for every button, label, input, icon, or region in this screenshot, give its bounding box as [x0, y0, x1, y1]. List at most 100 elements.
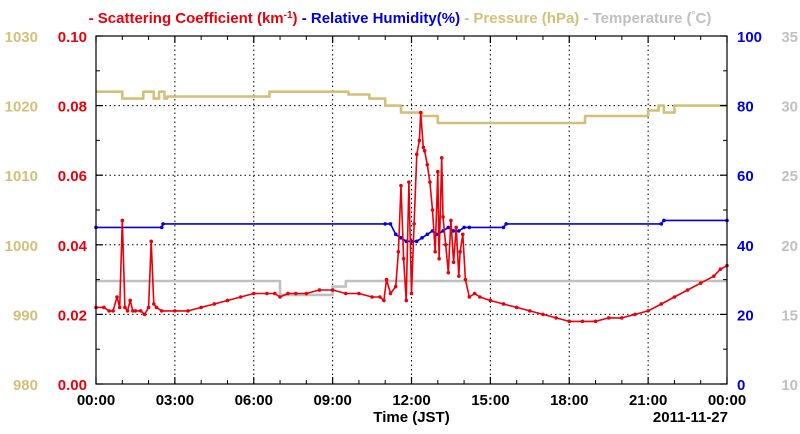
data-point-scattering — [146, 305, 151, 310]
data-point-scattering — [133, 309, 138, 313]
series-line-pressure — [96, 90, 727, 125]
data-point-scattering — [251, 291, 256, 296]
data-point-humidity — [446, 225, 451, 230]
y-tick-label-scattering: 0.00 — [58, 377, 87, 394]
data-point-scattering — [125, 309, 130, 313]
y-tick-label-temperature: 15 — [781, 307, 798, 324]
data-point-scattering — [467, 295, 472, 299]
data-point-scattering — [238, 295, 243, 299]
chart-grid — [96, 36, 727, 384]
data-point-scattering — [396, 249, 401, 254]
y-tick-label-pressure: 1010 — [5, 168, 38, 185]
data-point-humidity — [451, 229, 456, 233]
data-point-scattering — [646, 309, 650, 313]
data-point-scattering — [460, 232, 465, 237]
data-point-scattering — [154, 305, 159, 310]
data-point-scattering — [265, 291, 269, 296]
x-tick-label: 09:00 — [313, 392, 351, 409]
data-point-scattering — [606, 316, 611, 320]
data-point-scattering — [567, 319, 572, 324]
y-tick-label-humidity: 60 — [737, 168, 754, 185]
data-point-scattering — [317, 288, 322, 292]
legend-entry-suffix: ) — [293, 10, 298, 27]
chart-series — [94, 90, 729, 324]
data-point-scattering — [152, 302, 156, 306]
data-point-scattering — [111, 309, 115, 313]
data-point-scattering — [457, 274, 461, 278]
data-point-scattering — [120, 218, 125, 223]
data-point-scattering — [199, 305, 203, 310]
data-point-scattering — [407, 180, 411, 184]
x-tick-label: 06:00 — [235, 392, 273, 409]
y-tick-label-humidity: 20 — [737, 307, 754, 324]
data-point-humidity — [659, 222, 664, 226]
legend-entry-superscript: ° — [692, 10, 696, 21]
data-point-scattering — [412, 222, 416, 226]
data-point-humidity — [425, 232, 430, 237]
y-tick-label-humidity: 80 — [737, 99, 754, 116]
data-point-scattering — [294, 291, 298, 296]
series-line-temperature — [96, 279, 727, 297]
data-point-humidity — [393, 232, 398, 237]
x-tick-label: 18:00 — [550, 392, 588, 409]
data-point-scattering — [225, 298, 230, 303]
y-tick-label-humidity: 0 — [737, 377, 745, 394]
data-point-scattering — [458, 249, 462, 254]
data-point-scattering — [404, 298, 409, 303]
data-point-scattering — [633, 312, 637, 317]
data-point-scattering — [501, 302, 506, 306]
data-point-scattering — [388, 291, 393, 296]
data-point-scattering — [620, 316, 624, 320]
data-point-scattering — [488, 298, 493, 303]
y-tick-label-temperature: 20 — [781, 238, 798, 255]
y-tick-label-scattering: 0.04 — [58, 238, 88, 255]
data-point-humidity — [457, 229, 461, 233]
legend-row: - Scattering Coefficient (km-1) - Relati… — [89, 10, 712, 28]
data-point-scattering — [286, 291, 290, 296]
data-point-scattering — [451, 260, 456, 265]
data-point-scattering — [446, 270, 451, 275]
x-tick-label: 00:00 — [708, 392, 746, 409]
y-tick-label-pressure: 1030 — [5, 29, 38, 46]
data-point-scattering — [384, 277, 389, 282]
legend-entry: - Scattering Coefficient (km — [89, 10, 284, 27]
data-point-scattering — [401, 256, 406, 261]
data-point-scattering — [425, 162, 430, 167]
data-point-scattering — [430, 208, 435, 212]
data-point-scattering — [370, 295, 374, 299]
y-tick-label-scattering: 0.10 — [58, 29, 87, 46]
data-point-scattering — [414, 152, 419, 157]
data-point-scattering — [435, 169, 440, 174]
legend-entry: - Pressure (hPa) — [460, 10, 579, 27]
data-point-scattering — [422, 149, 427, 153]
data-point-scattering — [142, 312, 147, 317]
chart-legend: - Scattering Coefficient (km-1) - Relati… — [89, 10, 712, 28]
data-point-scattering — [712, 274, 716, 278]
data-point-scattering — [659, 302, 664, 306]
y-tick-label-scattering: 0.06 — [58, 168, 87, 185]
data-point-scattering — [186, 309, 190, 313]
data-point-scattering — [421, 145, 426, 150]
data-point-scattering — [115, 295, 119, 299]
data-point-humidity — [388, 222, 393, 226]
data-point-scattering — [580, 319, 585, 324]
data-point-scattering — [417, 138, 422, 143]
data-point-scattering — [528, 309, 532, 313]
data-point-scattering — [343, 291, 348, 296]
data-point-scattering — [409, 291, 414, 296]
y-tick-label-humidity: 100 — [737, 29, 762, 46]
data-point-scattering — [107, 309, 111, 313]
y-tick-label-scattering: 0.02 — [58, 307, 87, 324]
data-point-scattering — [428, 180, 432, 184]
y-tick-label-temperature: 30 — [781, 99, 798, 116]
y-tick-label-temperature: 25 — [781, 168, 798, 185]
data-point-humidity — [504, 222, 508, 226]
data-point-scattering — [278, 295, 282, 299]
x-tick-label: 21:00 — [629, 392, 667, 409]
data-point-scattering — [159, 309, 164, 313]
data-point-scattering — [330, 288, 335, 292]
data-point-scattering — [441, 215, 445, 219]
data-point-scattering — [128, 298, 132, 303]
data-point-scattering — [123, 305, 127, 310]
data-point-humidity — [383, 222, 388, 226]
